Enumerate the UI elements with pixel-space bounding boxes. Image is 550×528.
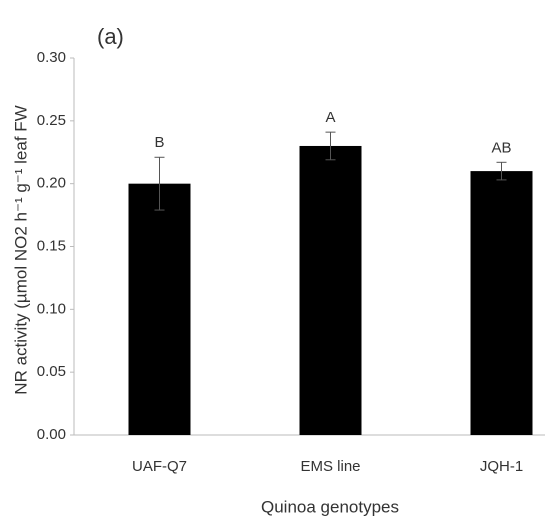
bar: [470, 171, 533, 435]
y-axis-title: NR activity (µmol NO2 h⁻¹ g⁻¹ leaf FW: [11, 105, 30, 394]
bar: [299, 145, 362, 435]
y-tick-label: 0.00: [37, 426, 66, 443]
x-tick-label: JQH-1: [480, 458, 523, 475]
y-tick-label: 0.10: [37, 300, 66, 317]
x-tick-label: UAF-Q7: [132, 458, 187, 475]
y-tick-label: 0.15: [37, 237, 66, 254]
y-tick-label: 0.30: [37, 49, 66, 66]
x-axis-title: Quinoa genotypes: [261, 497, 399, 516]
y-tick-label: 0.20: [37, 175, 66, 192]
panel-label: (a): [97, 24, 124, 49]
significance-letter: B: [154, 134, 164, 151]
x-tick-label: EMS line: [300, 458, 360, 475]
y-tick-label: 0.25: [37, 112, 66, 129]
y-tick-label: 0.05: [37, 363, 66, 380]
significance-letter: AB: [491, 139, 511, 156]
bar: [128, 183, 191, 435]
significance-letter: A: [325, 109, 335, 126]
